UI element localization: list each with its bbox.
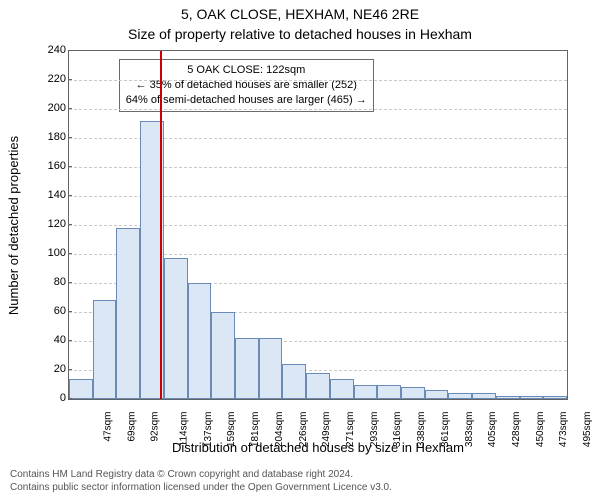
chart-container: 5, OAK CLOSE, HEXHAM, NE46 2RE Size of p… [0, 0, 600, 500]
x-tick-label: 114sqm [178, 412, 189, 447]
histogram-bar [543, 396, 567, 399]
x-tick-label: 293sqm [369, 412, 380, 448]
histogram-bar [448, 393, 472, 399]
y-tick-label: 180 [36, 131, 66, 143]
histogram-bar [69, 379, 93, 399]
x-tick-label: 159sqm [227, 412, 238, 448]
x-tick-label: 428sqm [511, 412, 522, 448]
y-tick-label: 200 [36, 102, 66, 114]
x-tick-label: 405sqm [487, 412, 498, 448]
x-tick-label: 450sqm [535, 412, 546, 448]
x-tick-label: 92sqm [150, 412, 161, 442]
y-tick-label: 120 [36, 218, 66, 230]
histogram-bar [306, 373, 330, 399]
title-address: 5, OAK CLOSE, HEXHAM, NE46 2RE [0, 6, 600, 22]
y-tick-mark [68, 50, 72, 51]
histogram-bar [235, 338, 259, 399]
y-tick-mark [68, 79, 72, 80]
x-tick-label: 271sqm [345, 412, 356, 448]
histogram-bar [425, 390, 449, 399]
x-tick-label: 137sqm [203, 412, 214, 448]
y-tick-mark [68, 195, 72, 196]
y-tick-label: 100 [36, 247, 66, 259]
y-tick-label: 40 [36, 334, 66, 346]
y-tick-mark [68, 340, 72, 341]
y-tick-mark [68, 398, 72, 399]
y-tick-mark [68, 311, 72, 312]
y-tick-label: 60 [36, 305, 66, 317]
y-tick-mark [68, 137, 72, 138]
histogram-bar [93, 300, 117, 399]
gridline [69, 109, 567, 110]
plot-area: 5 OAK CLOSE: 122sqm ← 35% of detached ho… [68, 50, 568, 400]
y-tick-mark [68, 282, 72, 283]
x-tick-label: 361sqm [440, 412, 451, 448]
footer-attribution: Contains HM Land Registry data © Crown c… [10, 468, 392, 494]
y-axis-label: Number of detached properties [4, 50, 24, 400]
y-tick-mark [68, 253, 72, 254]
histogram-bar [259, 338, 283, 399]
y-tick-label: 20 [36, 363, 66, 375]
gridline [69, 80, 567, 81]
x-tick-label: 181sqm [250, 412, 261, 448]
histogram-bar [330, 379, 354, 399]
x-tick-label: 316sqm [393, 412, 404, 448]
x-tick-label: 204sqm [274, 412, 285, 448]
x-tick-label: 226sqm [298, 412, 309, 448]
title-subtitle: Size of property relative to detached ho… [0, 26, 600, 42]
histogram-bar [282, 364, 306, 399]
histogram-bar [354, 385, 378, 400]
y-tick-label: 140 [36, 189, 66, 201]
x-tick-label: 473sqm [559, 412, 570, 448]
histogram-bar [116, 228, 140, 399]
y-tick-label: 80 [36, 276, 66, 288]
x-tick-label: 383sqm [464, 412, 475, 448]
y-tick-mark [68, 369, 72, 370]
histogram-bar [188, 283, 212, 399]
x-tick-label: 338sqm [416, 412, 427, 448]
histogram-bar [211, 312, 235, 399]
footer-line2: Contains public sector information licen… [10, 481, 392, 494]
y-tick-mark [68, 166, 72, 167]
annotation-box: 5 OAK CLOSE: 122sqm ← 35% of detached ho… [119, 59, 374, 112]
y-tick-label: 0 [36, 392, 66, 404]
y-tick-mark [68, 224, 72, 225]
histogram-bar [472, 393, 496, 399]
footer-line1: Contains HM Land Registry data © Crown c… [10, 468, 392, 481]
x-tick-label: 47sqm [102, 412, 113, 442]
y-tick-mark [68, 108, 72, 109]
reference-line [160, 51, 162, 399]
histogram-bar [520, 396, 544, 399]
histogram-bar [496, 396, 520, 399]
x-tick-label: 69sqm [126, 412, 137, 442]
histogram-bar [164, 258, 188, 399]
histogram-bar [401, 387, 425, 399]
y-tick-label: 160 [36, 160, 66, 172]
y-tick-label: 240 [36, 44, 66, 56]
x-tick-label: 495sqm [582, 412, 593, 448]
y-tick-label: 220 [36, 73, 66, 85]
x-tick-label: 249sqm [321, 412, 332, 448]
histogram-bar [377, 385, 401, 400]
